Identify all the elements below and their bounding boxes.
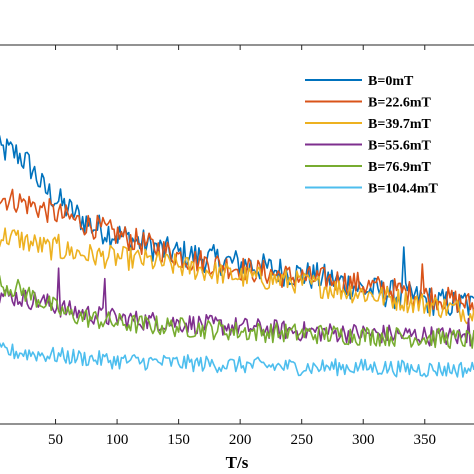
x-tick-label: 100: [106, 432, 129, 448]
legend-label-1: B=0mT: [368, 74, 414, 89]
x-tick-label: 200: [229, 432, 252, 448]
legend-box: [299, 59, 473, 211]
x-tick-label: 350: [414, 432, 437, 448]
legend-label-3: B=39.7mT: [368, 117, 431, 132]
x-axis-label: T/s: [226, 453, 249, 472]
series-layer: [0, 135, 474, 378]
legend-label-5: B=76.9mT: [368, 160, 431, 175]
x-tick-label: 150: [167, 432, 190, 448]
series-line-5: [0, 275, 474, 349]
series-line-2: [0, 188, 474, 315]
legend-label-4: B=55.6mT: [368, 139, 431, 154]
legend-label-2: B=22.6mT: [368, 96, 431, 111]
x-ticks: 50 100 150 200 250 300 350: [48, 45, 436, 448]
x-tick-label: 50: [48, 432, 63, 448]
legend: B=0mT B=22.6mT B=39.7mT B=55.6mT B=76.9mT B=1…: [299, 59, 473, 211]
legend-label-6: B=104.4mT: [368, 182, 438, 197]
x-tick-label: 250: [290, 432, 313, 448]
series-line-3: [0, 227, 474, 325]
series-line-6: [0, 342, 474, 378]
x-tick-label: 300: [352, 432, 375, 448]
